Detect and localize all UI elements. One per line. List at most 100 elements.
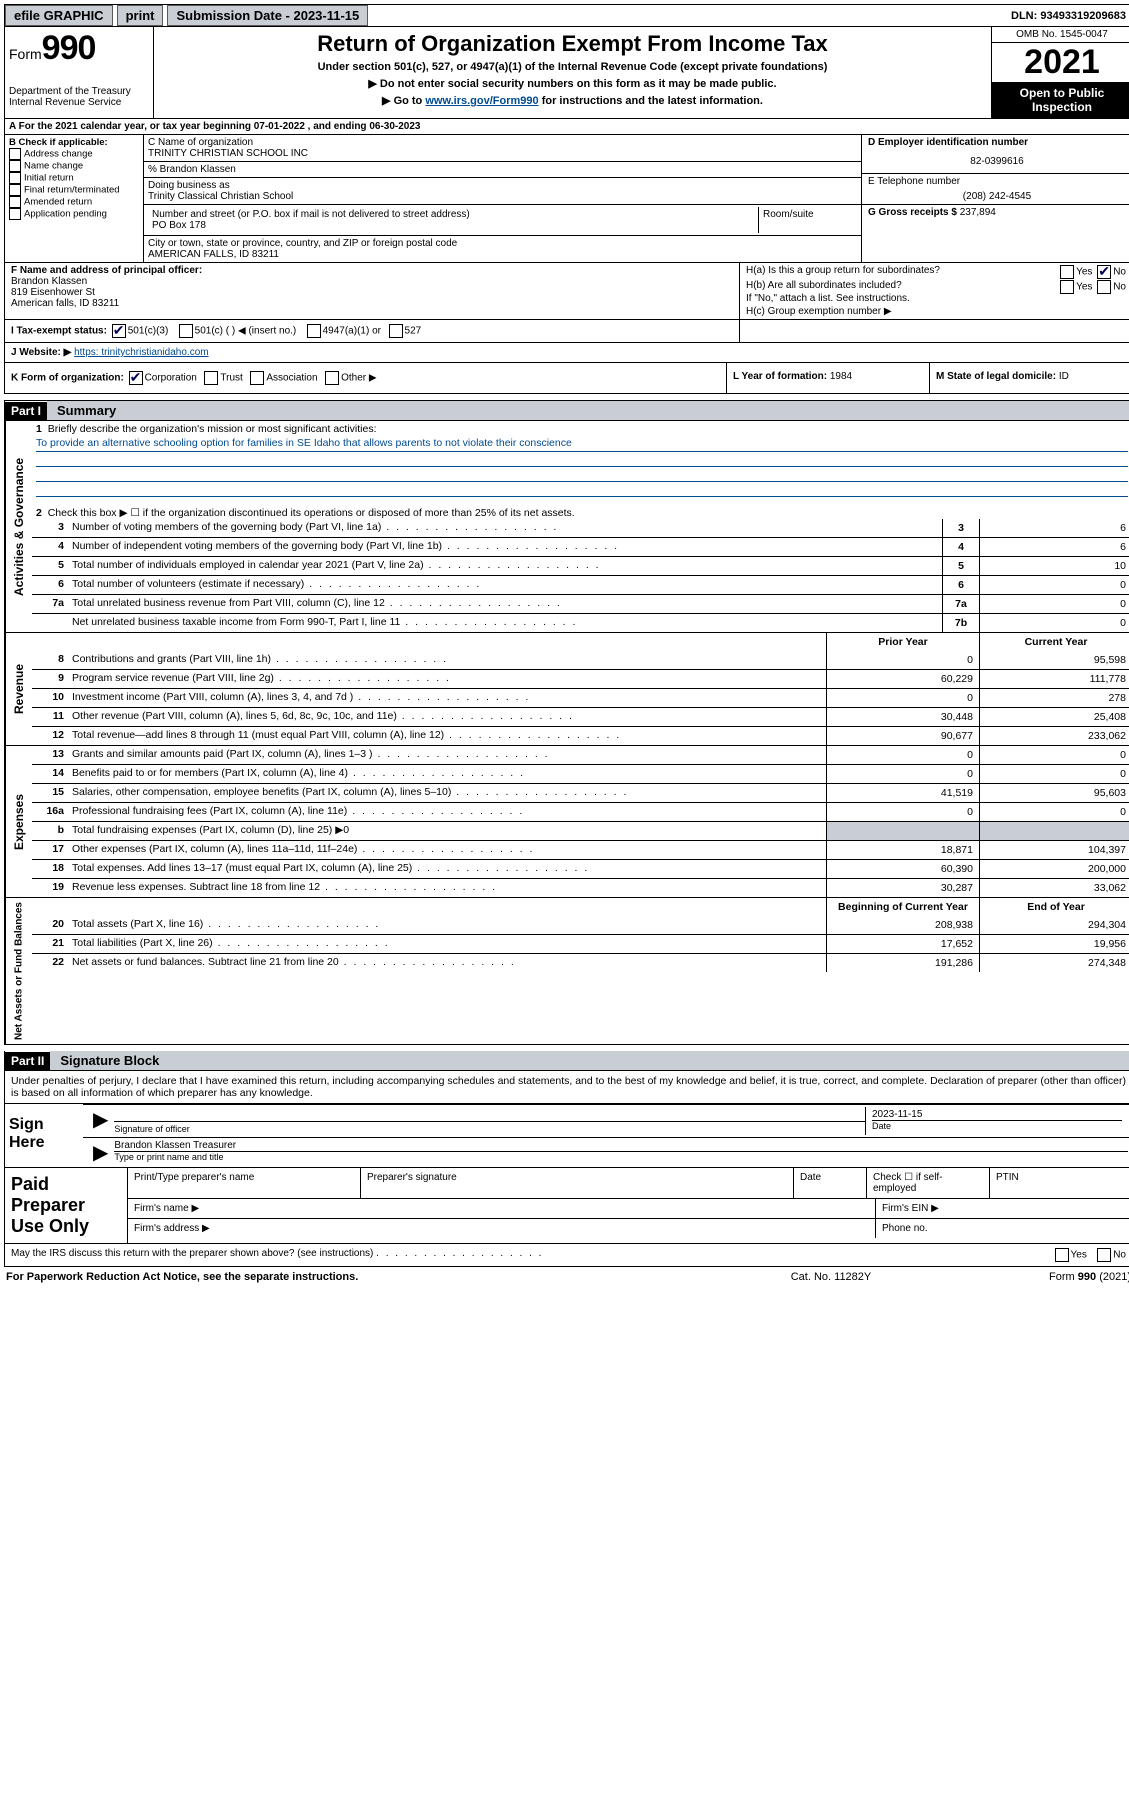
- table-row: 5Total number of individuals employed in…: [32, 556, 1129, 575]
- chk-501c[interactable]: [179, 324, 193, 338]
- table-row: 3Number of voting members of the governi…: [32, 519, 1129, 537]
- table-row: 10Investment income (Part VIII, column (…: [32, 688, 1129, 707]
- ein-label: D Employer identification number: [868, 137, 1028, 148]
- instruction-1: ▶ Do not enter social security numbers o…: [158, 77, 987, 90]
- table-row: 9Program service revenue (Part VIII, lin…: [32, 669, 1129, 688]
- table-row: 19Revenue less expenses. Subtract line 1…: [32, 878, 1129, 897]
- table-row: 15Salaries, other compensation, employee…: [32, 783, 1129, 802]
- chk-assoc[interactable]: [250, 371, 264, 385]
- table-row: 20Total assets (Part X, line 16)208,9382…: [32, 916, 1129, 934]
- part2-header: Part II: [5, 1052, 50, 1070]
- table-row: 6Total number of volunteers (estimate if…: [32, 575, 1129, 594]
- part1-header: Part I: [5, 402, 47, 420]
- chk-initial-return[interactable]: [9, 172, 21, 184]
- perjury-declaration: Under penalties of perjury, I declare th…: [5, 1071, 1129, 1103]
- form-word: Form: [9, 46, 42, 62]
- netassets-section: Net Assets or Fund Balances Beginning of…: [4, 898, 1129, 1045]
- chk-app-pending[interactable]: [9, 208, 21, 220]
- expenses-section: Expenses 13Grants and similar amounts pa…: [4, 746, 1129, 898]
- dba-name: Trinity Classical Christian School: [148, 191, 293, 202]
- topbar: efile GRAPHIC print Submission Date - 20…: [4, 4, 1129, 27]
- street-label: Number and street (or P.O. box if mail i…: [152, 209, 470, 220]
- year-box: OMB No. 1545-0047 2021 Open to Public In…: [991, 27, 1129, 118]
- efile-label: efile GRAPHIC: [5, 5, 113, 26]
- governance-section: Activities & Governance 1 Briefly descri…: [4, 421, 1129, 633]
- phone: (208) 242-4545: [963, 191, 1031, 202]
- phone-label: E Telephone number: [868, 176, 960, 187]
- chk-amended[interactable]: [9, 196, 21, 208]
- chk-527[interactable]: [389, 324, 403, 338]
- begin-year-head: Beginning of Current Year: [826, 898, 979, 916]
- row-a-tax-year: A For the 2021 calendar year, or tax yea…: [4, 119, 1129, 135]
- part-2: Part II Signature Block: [4, 1051, 1129, 1071]
- col-d-ein: D Employer identification number 82-0399…: [861, 135, 1129, 262]
- section-i: I Tax-exempt status: 501(c)(3) 501(c) ( …: [4, 319, 1129, 342]
- end-year-head: End of Year: [979, 898, 1129, 916]
- table-row: 8Contributions and grants (Part VIII, li…: [32, 651, 1129, 669]
- footer-question: May the IRS discuss this return with the…: [4, 1244, 1129, 1267]
- subtitle: Under section 501(c), 527, or 4947(a)(1)…: [158, 61, 987, 73]
- revenue-section: Revenue Prior Year Current Year 8Contrib…: [4, 633, 1129, 746]
- chk-ha-no[interactable]: [1097, 265, 1111, 279]
- table-row: bTotal fundraising expenses (Part IX, co…: [32, 821, 1129, 840]
- city-label: City or town, state or province, country…: [148, 238, 457, 249]
- part2-title: Signature Block: [50, 1051, 1129, 1070]
- form-header: Form990 Department of the Treasury Inter…: [4, 27, 1129, 119]
- main-title: Return of Organization Exempt From Incom…: [158, 31, 987, 57]
- chk-ha-yes[interactable]: [1060, 265, 1074, 279]
- side-rev: Revenue: [5, 633, 32, 745]
- dba-label: Doing business as: [148, 180, 230, 191]
- chk-other[interactable]: [325, 371, 339, 385]
- side-gov: Activities & Governance: [5, 421, 32, 632]
- chk-hb-no[interactable]: [1097, 280, 1111, 294]
- table-row: 21Total liabilities (Part X, line 26)17,…: [32, 934, 1129, 953]
- col-b-checkboxes: B Check if applicable: Address change Na…: [5, 135, 144, 262]
- section-fh: F Name and address of principal officer:…: [4, 262, 1129, 319]
- street: PO Box 178: [152, 220, 206, 231]
- table-row: 7aTotal unrelated business revenue from …: [32, 594, 1129, 613]
- department: Department of the Treasury Internal Reve…: [9, 86, 149, 108]
- table-row: 17Other expenses (Part IX, column (A), l…: [32, 840, 1129, 859]
- title-box: Return of Organization Exempt From Incom…: [154, 27, 991, 118]
- bottom-line: For Paperwork Reduction Act Notice, see …: [4, 1267, 1129, 1287]
- arrow-icon: ▶: [87, 1140, 114, 1165]
- irs-link[interactable]: www.irs.gov/Form990: [425, 95, 538, 107]
- table-row: 14Benefits paid to or for members (Part …: [32, 764, 1129, 783]
- suite-label: Room/suite: [763, 209, 814, 220]
- section-bcd: B Check if applicable: Address change Na…: [4, 135, 1129, 262]
- print-button[interactable]: print: [117, 5, 164, 26]
- chk-corp[interactable]: [129, 371, 143, 385]
- chk-hb-yes[interactable]: [1060, 280, 1074, 294]
- open-inspection: Open to Public Inspection: [992, 82, 1129, 118]
- signature-block: Under penalties of perjury, I declare th…: [4, 1071, 1129, 1168]
- ein: 82-0399616: [970, 156, 1023, 167]
- chk-discuss-no[interactable]: [1097, 1248, 1111, 1262]
- submission-date: Submission Date - 2023-11-15: [167, 5, 368, 26]
- org-name: TRINITY CHRISTIAN SCHOOL INC: [148, 148, 308, 159]
- chk-trust[interactable]: [204, 371, 218, 385]
- chk-final-return[interactable]: [9, 184, 21, 196]
- col-h-group: H(a) Is this a group return for subordin…: [740, 263, 1129, 319]
- gross-receipts: 237,894: [960, 207, 996, 218]
- chk-4947[interactable]: [307, 324, 321, 338]
- omb-number: OMB No. 1545-0047: [992, 27, 1129, 43]
- chk-name-change[interactable]: [9, 160, 21, 172]
- col-f-officer: F Name and address of principal officer:…: [5, 263, 740, 319]
- form-number: 990: [42, 29, 96, 67]
- section-klm: K Form of organization: Corporation Trus…: [4, 362, 1129, 394]
- part1-title: Summary: [47, 401, 1129, 420]
- care-of: % Brandon Klassen: [148, 164, 236, 175]
- section-j-website: J Website: ▶ https: trinitychristianidah…: [4, 342, 1129, 362]
- dln: DLN: 93493319209683: [1011, 10, 1129, 22]
- mission-text: To provide an alternative schooling opti…: [36, 437, 1128, 452]
- chk-discuss-yes[interactable]: [1055, 1248, 1069, 1262]
- preparer-side-label: Paid Preparer Use Only: [5, 1168, 128, 1243]
- name-label: C Name of organization: [148, 137, 253, 148]
- prior-year-head: Prior Year: [826, 633, 979, 651]
- col-c-org-info: C Name of organization TRINITY CHRISTIAN…: [144, 135, 861, 262]
- website-link[interactable]: https: trinitychristianidaho.com: [74, 347, 209, 358]
- chk-501c3[interactable]: [112, 324, 126, 338]
- table-row: 12Total revenue—add lines 8 through 11 (…: [32, 726, 1129, 745]
- side-net: Net Assets or Fund Balances: [5, 898, 32, 1044]
- chk-address-change[interactable]: [9, 148, 21, 160]
